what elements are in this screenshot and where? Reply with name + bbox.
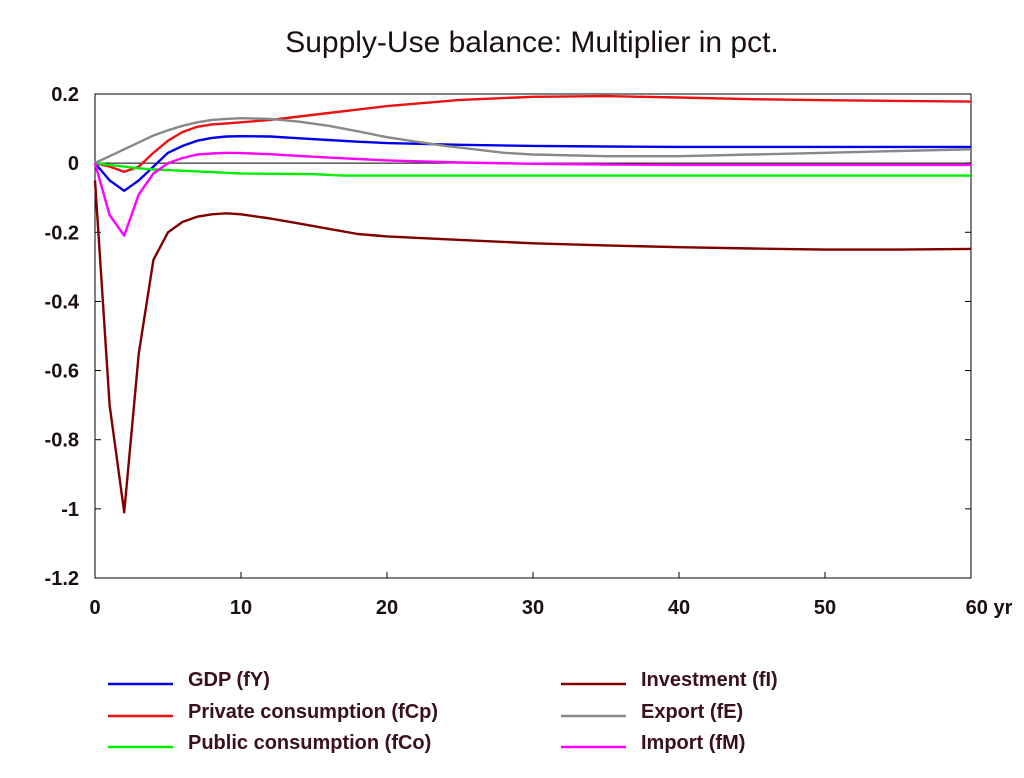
series-line-2 bbox=[94, 94, 972, 173]
series-lines bbox=[93, 94, 972, 514]
plot-frame bbox=[94, 93, 972, 579]
y-tick-label: -0.4 bbox=[45, 291, 80, 313]
series-line-3 bbox=[94, 161, 971, 177]
legend-label-4: Investment (fI) bbox=[641, 669, 778, 691]
y-tick-label: 0.2 bbox=[51, 84, 79, 106]
legend-label-5: Export (fE) bbox=[641, 701, 743, 723]
x-tick-label: 40 bbox=[668, 597, 690, 619]
chart-title: Supply-Use balance: Multiplier in pct. bbox=[285, 26, 779, 59]
x-tick-label: 60 yr bbox=[966, 597, 1013, 619]
y-tick-label: -1 bbox=[61, 499, 79, 521]
plot-border bbox=[94, 93, 972, 579]
y-tick-label: -0.8 bbox=[45, 430, 79, 452]
series-line-5 bbox=[94, 117, 972, 165]
y-tick-label: -1.2 bbox=[45, 568, 79, 590]
legend: GDP (fY) Private consumption (fCp) Public … bbox=[108, 669, 778, 754]
x-tick-label: 20 bbox=[376, 597, 398, 619]
x-tick-label: 50 bbox=[814, 597, 836, 619]
series-line-4 bbox=[93, 180, 972, 514]
x-tick-label: 10 bbox=[230, 597, 252, 619]
y-axis-ticks: 0.2 0 -0.2 -0.4 -0.6 -0.8 -1 -1.2 bbox=[45, 84, 971, 590]
y-tick-label: -0.6 bbox=[45, 361, 79, 383]
x-tick-label: 0 bbox=[89, 597, 100, 619]
legend-label-2: Private consumption (fCp) bbox=[188, 701, 438, 723]
legend-label-1: GDP (fY) bbox=[188, 669, 270, 691]
y-tick-label: -0.2 bbox=[45, 222, 79, 244]
legend-label-3: Public consumption (fCo) bbox=[188, 732, 431, 754]
legend-label-6: Import (fM) bbox=[641, 732, 745, 754]
x-axis-ticks: 0 10 20 30 40 50 60 yr bbox=[89, 572, 1013, 619]
y-tick-label: 0 bbox=[68, 153, 79, 175]
x-tick-label: 30 bbox=[522, 597, 544, 619]
series-line-6 bbox=[93, 151, 971, 237]
